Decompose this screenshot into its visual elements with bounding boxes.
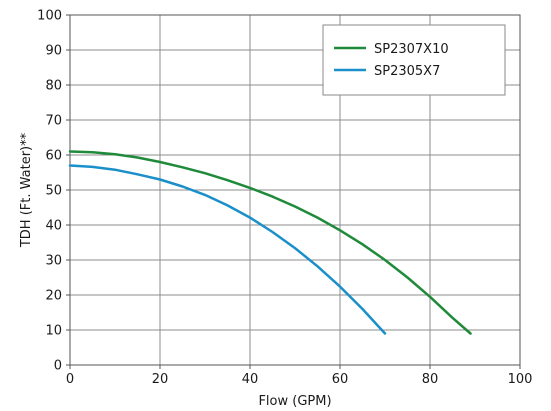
x-tick-label: 100 (508, 372, 533, 387)
y-tick-label: 30 (45, 254, 62, 269)
x-tick-label: 20 (152, 372, 169, 387)
x-axis-ticks: 0 20 40 60 80 100 (66, 365, 533, 387)
x-axis-label: Flow (GPM) (258, 394, 331, 409)
y-tick-label: 60 (45, 149, 62, 164)
series-layer (68, 150, 472, 335)
y-tick-label: 40 (45, 219, 62, 234)
y-tick-label: 90 (45, 44, 62, 59)
y-tick-label: 0 (54, 359, 62, 374)
series-line-sp2305x7 (68, 164, 387, 335)
y-tick-label: 70 (45, 114, 62, 129)
x-tick-label: 40 (242, 372, 259, 387)
y-axis-label: TDH (Ft. Water)** (19, 132, 34, 248)
x-tick-label: 60 (332, 372, 349, 387)
legend-box (322, 24, 506, 96)
y-tick-label: 50 (45, 184, 62, 199)
x-tick-label: 80 (422, 372, 439, 387)
y-tick-label: 100 (37, 9, 62, 24)
legend-label-sp2305x7: SP2305X7 (374, 64, 440, 79)
y-axis-ticks: 0 10 20 30 40 50 60 70 80 90 100 (37, 9, 70, 374)
y-tick-label: 80 (45, 79, 62, 94)
legend: SP2307X10 SP2305X7 (322, 24, 506, 96)
y-tick-label: 10 (45, 324, 62, 339)
series-line-sp2307x10 (68, 150, 472, 335)
legend-label-sp2307x10: SP2307X10 (374, 42, 449, 57)
y-tick-label: 20 (45, 289, 62, 304)
x-tick-label: 0 (66, 372, 74, 387)
